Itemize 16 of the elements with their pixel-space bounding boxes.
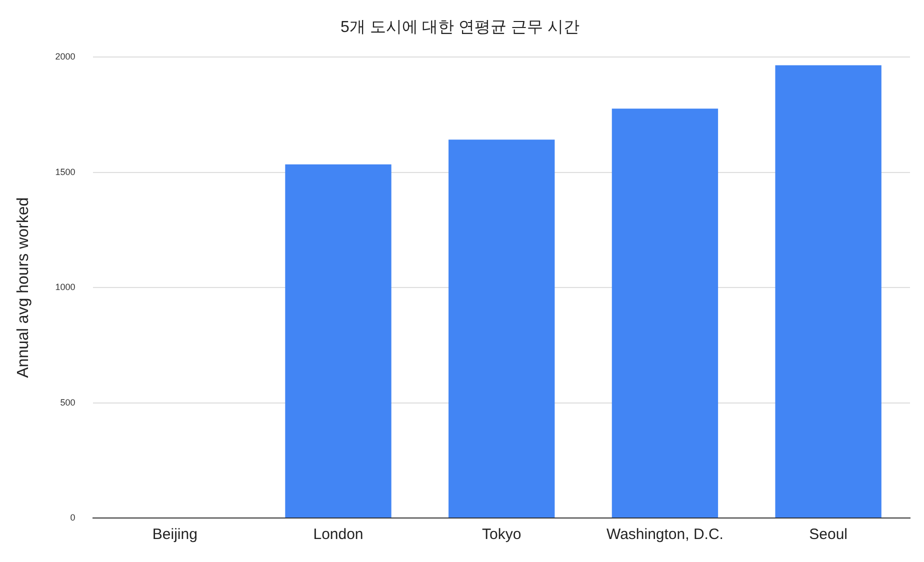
y-tick-label: 1000 bbox=[55, 282, 76, 292]
x-tick-label: Washington, D.C. bbox=[606, 526, 724, 544]
y-tick-label: 1500 bbox=[55, 166, 76, 177]
bar bbox=[612, 108, 718, 518]
x-tick-label: Beijing bbox=[152, 526, 198, 544]
bar bbox=[775, 65, 882, 518]
x-tick-label: London bbox=[313, 526, 364, 544]
y-axis-title: Annual avg hours worked bbox=[15, 197, 32, 378]
bar bbox=[448, 140, 555, 518]
y-tick-label: 500 bbox=[60, 397, 76, 408]
chart-title: 5개 도시에 대한 연평균 근무 시간 bbox=[340, 19, 580, 36]
x-tick-label: Seoul bbox=[809, 526, 848, 544]
bar bbox=[285, 164, 392, 518]
y-tick-label: 2000 bbox=[55, 52, 76, 62]
y-tick-label: 0 bbox=[70, 512, 76, 522]
x-tick-label: Tokyo bbox=[482, 526, 522, 544]
